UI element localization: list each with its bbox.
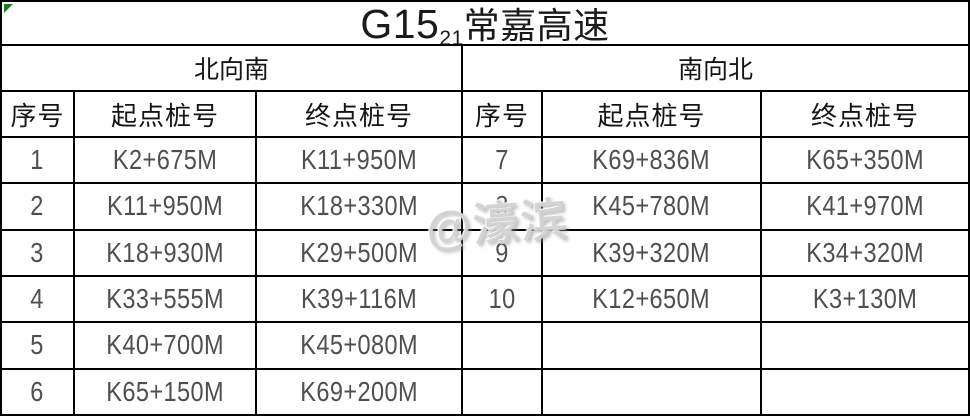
- cell-seq: 1: [2, 138, 75, 183]
- cell-start-stake: [543, 323, 762, 368]
- table-row: 2 K11+950M K18+330M 8 K45+780M K41+970M: [2, 184, 968, 231]
- cell-seq: 10: [463, 276, 543, 322]
- table-title-cell: G1521常嘉高速: [2, 2, 968, 44]
- header-end-right: 终点桩号: [810, 100, 919, 131]
- cell-seq: 8: [463, 184, 543, 229]
- cell-end-stake: K39+116M: [257, 276, 463, 322]
- cell-end-stake: K69+200M: [257, 369, 463, 414]
- table-row: 3 K18+930M K29+500M 9 K39+320M K34+320M: [2, 230, 968, 277]
- cell-seq: [463, 369, 543, 414]
- header-start-right: 起点桩号: [543, 92, 762, 136]
- cell-start-stake: K33+555M: [75, 276, 257, 322]
- cell-end-stake: [762, 323, 968, 367]
- cell-start-stake: K12+650M: [543, 276, 762, 322]
- cell-start-stake: K69+836M: [543, 138, 762, 183]
- cell-end-stake: K34+320M: [806, 236, 924, 268]
- direction-south-to-north: 南向北: [677, 56, 753, 84]
- cell-end-stake: [762, 370, 968, 414]
- cell-end-stake: K29+500M: [257, 230, 463, 275]
- cell-end-stake: K45+080M: [257, 323, 463, 368]
- cell-seq: 5: [2, 323, 75, 368]
- cell-end-stake: K18+330M: [257, 184, 463, 229]
- cell-end-stake: K3+130M: [812, 283, 918, 315]
- page-title: G1521常嘉高速: [360, 2, 609, 44]
- cell-seq: 3: [2, 230, 75, 275]
- route-code-subscript: 21: [439, 27, 464, 44]
- header-seq-left: 序号: [2, 92, 75, 136]
- table-row-headers: 序号 起点桩号 终点桩号 序号 起点桩号 终点桩号: [2, 92, 968, 138]
- cell-corner-flag-icon: [4, 4, 13, 13]
- cell-start-stake: K65+150M: [75, 369, 257, 414]
- table-row: 1 K2+675M K11+950M 7 K69+836M K65+350M: [2, 138, 968, 185]
- cell-start-stake: K39+320M: [543, 230, 762, 275]
- cell-start-stake: K40+700M: [75, 323, 257, 368]
- cell-start-stake: K11+950M: [75, 184, 257, 229]
- cell-start-stake: K45+780M: [543, 184, 762, 229]
- route-code: G15: [360, 2, 440, 44]
- cell-seq: 2: [2, 184, 75, 229]
- header-seq-right: 序号: [463, 92, 543, 136]
- cell-end-stake: K11+950M: [257, 138, 463, 183]
- cell-end-stake: K41+970M: [806, 190, 924, 222]
- cell-seq: 9: [463, 230, 543, 275]
- header-start-left: 起点桩号: [75, 92, 257, 136]
- table-row-directions: 北向南 南向北: [2, 46, 968, 92]
- route-name: 常嘉高速: [463, 5, 610, 44]
- cell-start-stake: K2+675M: [75, 138, 257, 183]
- direction-north-to-south: 北向南: [2, 46, 463, 90]
- cell-seq: [463, 323, 543, 368]
- cell-start-stake: [543, 369, 762, 414]
- table-row: 5 K40+700M K45+080M: [2, 323, 968, 370]
- cell-seq: 4: [2, 276, 75, 322]
- cell-end-stake: K65+350M: [806, 144, 924, 176]
- cell-start-stake: K18+930M: [75, 230, 257, 275]
- table-row: 4 K33+555M K39+116M 10 K12+650M K3+130M: [2, 276, 968, 324]
- cell-seq: 7: [463, 138, 543, 183]
- table-row: 6 K65+150M K69+200M: [2, 369, 968, 414]
- cell-seq: 6: [2, 369, 75, 414]
- table-row-title: G1521常嘉高速: [2, 2, 968, 46]
- header-end-left: 终点桩号: [257, 92, 463, 136]
